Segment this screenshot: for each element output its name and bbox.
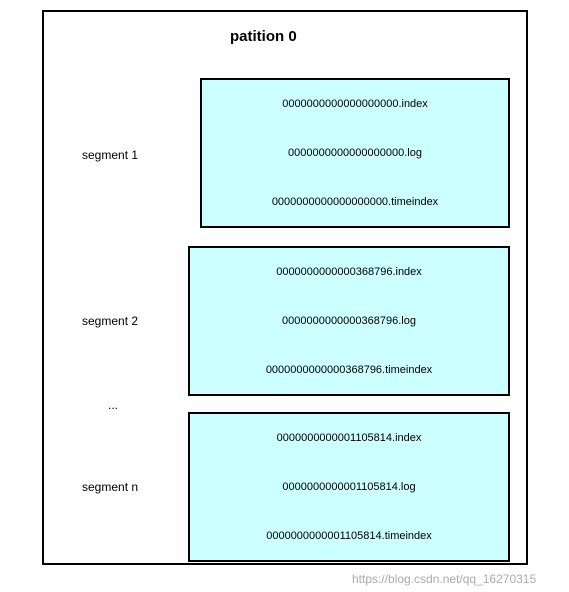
segment-label: segment 2 bbox=[82, 314, 138, 328]
segment-file: 0000000000001105814.log bbox=[190, 481, 508, 493]
segment-box: 0000000000001105814.index 000000000000110… bbox=[188, 412, 510, 562]
segments-ellipsis: ... bbox=[108, 398, 118, 412]
segment-box: 0000000000000000000.index 000000000000000… bbox=[200, 78, 510, 228]
segment-file: 0000000000000368796.timeindex bbox=[190, 364, 508, 376]
segment-label: segment 1 bbox=[82, 148, 138, 162]
segment-file: 0000000000000000000.timeindex bbox=[202, 196, 508, 208]
segment-file: 0000000000000368796.log bbox=[190, 315, 508, 327]
segment-file: 0000000000000000000.index bbox=[202, 98, 508, 110]
segment-label: segment n bbox=[82, 480, 138, 494]
segment-file: 0000000000000000000.log bbox=[202, 147, 508, 159]
segment-box: 0000000000000368796.index 000000000000036… bbox=[188, 246, 510, 396]
segment-file: 0000000000001105814.index bbox=[190, 432, 508, 444]
segment-file: 0000000000001105814.timeindex bbox=[190, 530, 508, 542]
watermark-text: https://blog.csdn.net/qq_16270315 bbox=[352, 572, 536, 586]
partition-title: patition 0 bbox=[230, 28, 297, 45]
segment-file: 0000000000000368796.index bbox=[190, 266, 508, 278]
